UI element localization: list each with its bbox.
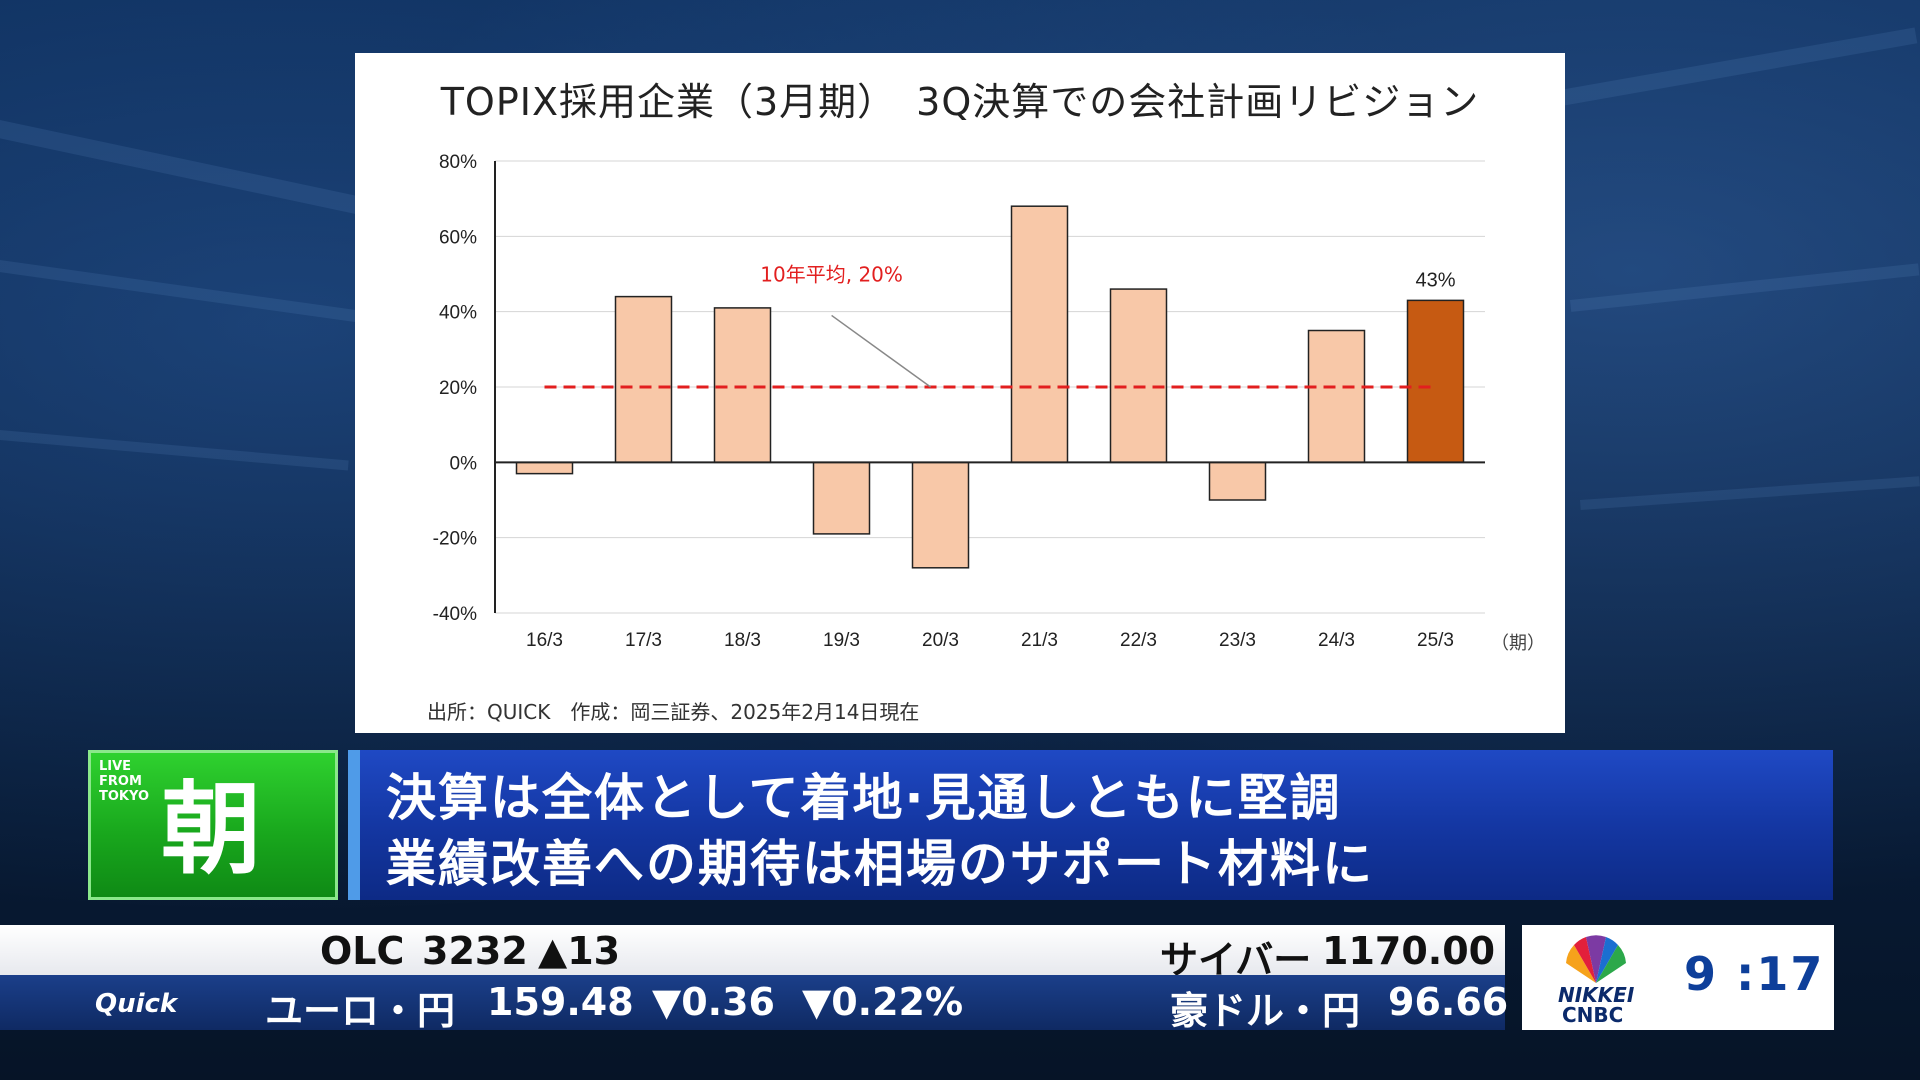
- ticker-value: 96.66: [1388, 980, 1509, 1024]
- ticker-value: 3232: [422, 929, 528, 973]
- y-tick-label: -20%: [433, 529, 477, 550]
- x-tick-label: 22/3: [1120, 630, 1157, 651]
- y-tick-label: 40%: [439, 303, 477, 324]
- bar: [515, 461, 574, 475]
- data-label: 43%: [1415, 269, 1455, 291]
- x-tick-label: 24/3: [1318, 630, 1355, 651]
- y-tick-label: 80%: [439, 152, 477, 173]
- x-tick-label: 21/3: [1021, 630, 1058, 651]
- ticker-change-percent: ▼0.22%: [802, 980, 964, 1024]
- ticker-change: ▼0.36: [652, 980, 775, 1024]
- cnbc-label: CNBC: [1562, 1003, 1624, 1027]
- chart-source: 出所：QUICK 作成：岡三証券、2025年2月14日現在: [427, 700, 920, 724]
- bar: [713, 307, 772, 464]
- bar: [812, 461, 871, 535]
- nikkei-label: NIKKEI: [1558, 983, 1635, 1007]
- ticker-name: サイバー: [1160, 938, 1312, 982]
- average-leader-line: [831, 314, 932, 388]
- bar: [1208, 461, 1267, 501]
- live-from-tokyo-label: LIVE FROM TOKYO: [99, 759, 149, 804]
- x-tick-label: 17/3: [625, 630, 662, 651]
- headline-accent-bar: [348, 750, 360, 900]
- program-logo: LIVE FROM TOKYO 朝: [88, 750, 338, 900]
- y-tick-label: -40%: [433, 604, 477, 625]
- chart-title: TOPIX採用企業（3月期） 3Q決算での会社計画リビジョン: [440, 80, 1480, 124]
- clock: 9 :17: [1684, 947, 1825, 1001]
- currency-ticker-bottom: Quick ユーロ・円 159.48 ▼0.36 ▼0.22% 豪ドル・円 96…: [0, 975, 1509, 1033]
- ticker-value: 159.48: [487, 980, 634, 1024]
- headline-banner: 決算は全体として着地·見通しともに堅調 業績改善への期待は相場のサポート材料に: [348, 750, 1833, 900]
- ticker-name: ユーロ・円: [265, 989, 456, 1033]
- ticker-value: 1170.00: [1322, 929, 1496, 973]
- stock-ticker-top: OLC 3232 ▲13 サイバー 1170.00: [0, 925, 1505, 982]
- bar: [614, 295, 673, 464]
- channel-brand: NIKKEI CNBC 9 :17: [1522, 925, 1834, 1030]
- y-tick-label: 20%: [439, 378, 477, 399]
- x-tick-label: 20/3: [922, 630, 959, 651]
- x-tick-label: 18/3: [724, 630, 761, 651]
- chart-panel: TOPIX採用企業（3月期） 3Q決算での会社計画リビジョン 80% 60% 40%…: [355, 53, 1565, 733]
- y-tick-label: 0%: [450, 453, 478, 474]
- ticker-name: 豪ドル・円: [1170, 989, 1361, 1033]
- headline-line-2: 業績改善への期待は相場のサポート材料に: [386, 835, 1374, 893]
- bar: [1406, 299, 1465, 464]
- y-tick-label: 60%: [439, 227, 477, 248]
- ticker-name: OLC: [320, 929, 405, 973]
- x-tick-label: 23/3: [1219, 630, 1256, 651]
- x-tick-label: 25/3: [1417, 630, 1454, 651]
- x-tick-label: 16/3: [526, 630, 563, 651]
- program-name: 朝: [161, 771, 261, 888]
- headline-line-1: 決算は全体として着地·見通しともに堅調: [386, 769, 1342, 827]
- bar: [911, 461, 970, 569]
- bar: [1109, 288, 1168, 464]
- peacock-logo-icon: [1566, 935, 1626, 983]
- average-label: 10年平均, 20%: [760, 263, 903, 287]
- ticker-change: ▲13: [538, 929, 621, 973]
- x-tick-label: 19/3: [823, 630, 860, 651]
- x-unit-label: （期）: [1491, 633, 1545, 654]
- bar-chart: 80% 60% 40% 20% 0% -20% -40% 16/3 17/3 18/3 19/3 20…: [433, 152, 1545, 654]
- bar: [1010, 205, 1069, 464]
- quick-logo: Quick: [95, 989, 178, 1019]
- bar: [1307, 329, 1366, 464]
